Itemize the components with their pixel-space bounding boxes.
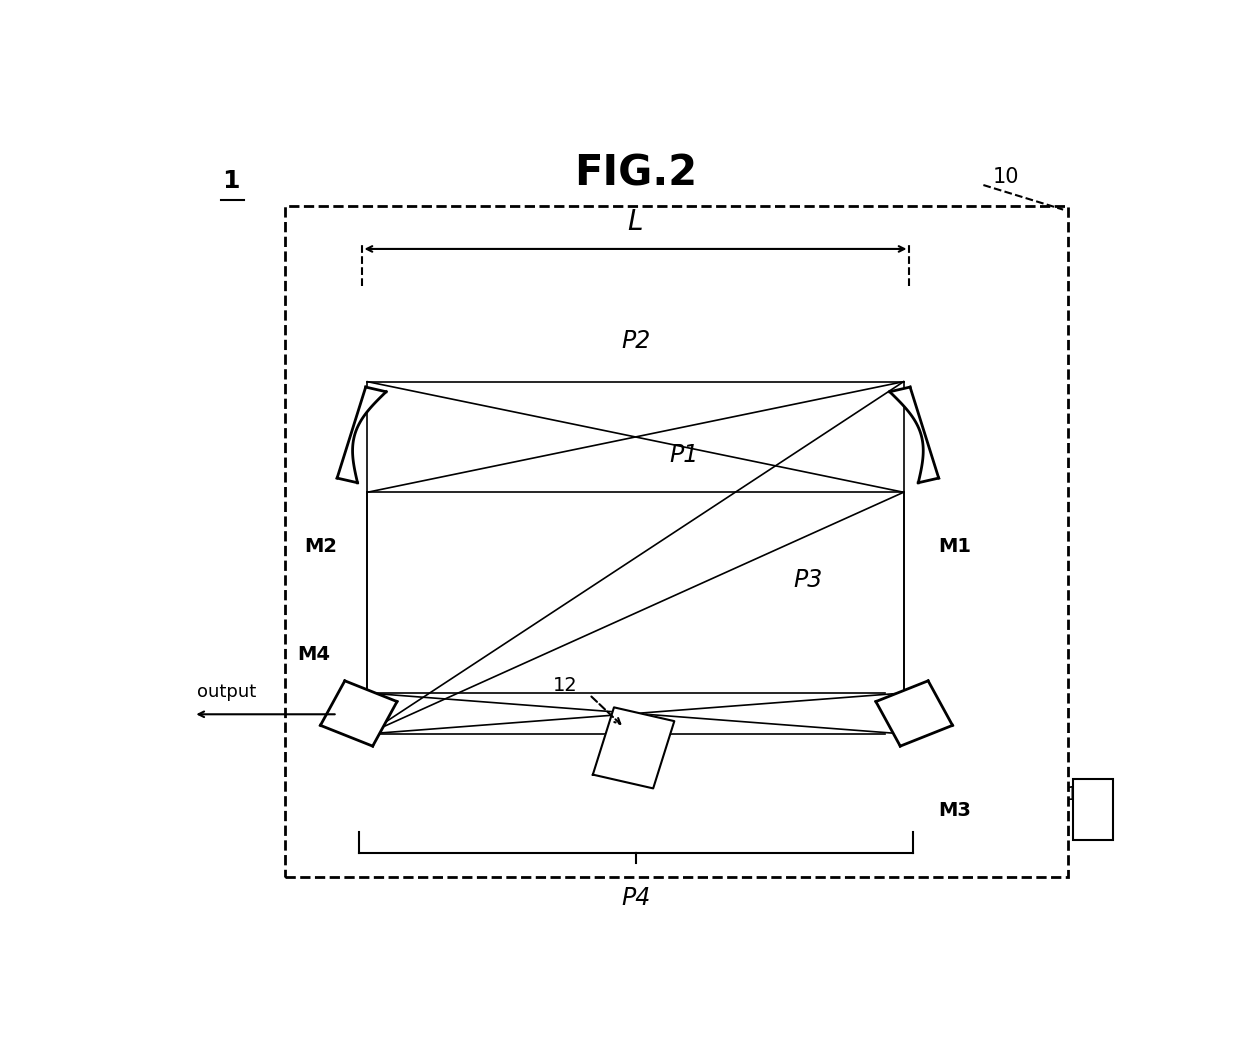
Text: M1: M1 [939, 537, 971, 556]
Text: L: L [627, 207, 644, 236]
Polygon shape [337, 387, 386, 483]
Text: output: output [197, 683, 257, 701]
Text: M2: M2 [304, 537, 337, 556]
Text: P1: P1 [668, 444, 698, 467]
Text: M4: M4 [298, 646, 330, 664]
Polygon shape [320, 681, 397, 746]
Text: 12: 12 [553, 676, 578, 695]
Bar [1073, 779, 1114, 841]
Text: P4: P4 [621, 886, 650, 910]
Text: 10: 10 [993, 167, 1019, 187]
Text: FIG.2: FIG.2 [574, 152, 697, 195]
Polygon shape [875, 681, 952, 746]
Text: P3: P3 [794, 568, 823, 592]
Text: 110: 110 [1066, 784, 1102, 803]
Text: M3: M3 [939, 801, 971, 820]
Text: P2: P2 [621, 329, 650, 352]
Bar [285, 205, 1068, 878]
Polygon shape [889, 387, 939, 483]
Text: 1: 1 [222, 169, 239, 194]
Polygon shape [593, 708, 675, 788]
